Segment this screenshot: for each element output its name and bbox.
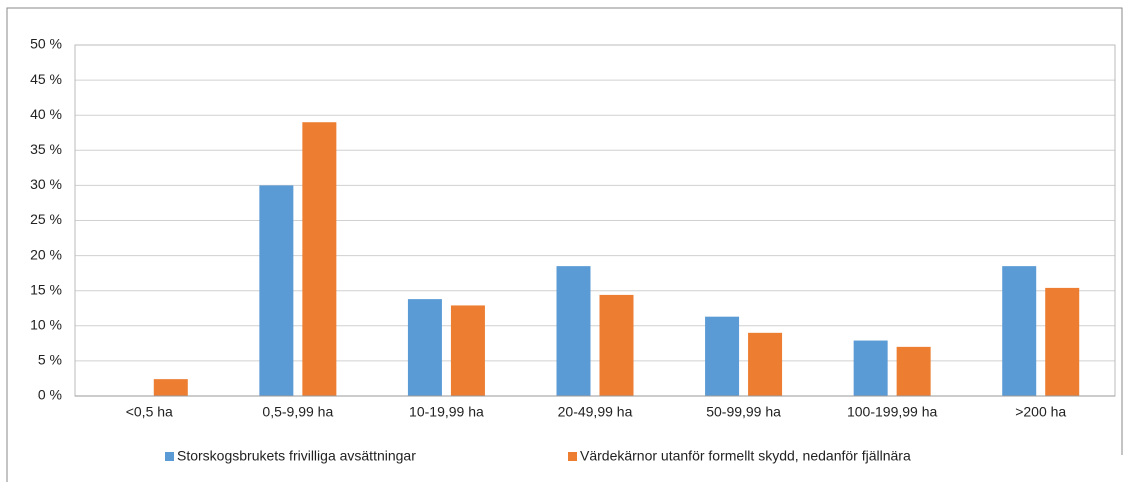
- x-tick-label: 100-199,99 ha: [847, 404, 938, 420]
- y-tick-label: 50 %: [30, 36, 62, 52]
- bar: [853, 340, 888, 396]
- y-tick-label: 10 %: [30, 317, 62, 333]
- bar: [302, 122, 337, 396]
- bar: [450, 305, 485, 396]
- bar: [407, 299, 442, 396]
- x-tick-label: 20-49,99 ha: [558, 404, 633, 420]
- y-tick-label: 35 %: [30, 141, 62, 157]
- y-tick-label: 20 %: [30, 246, 62, 262]
- legend-swatch: [568, 452, 577, 461]
- y-tick-label: 30 %: [30, 176, 62, 192]
- chart-frame: [6, 7, 1123, 482]
- x-tick-label: >200 ha: [1015, 404, 1066, 420]
- bar: [748, 332, 783, 396]
- y-tick-label: 5 %: [38, 352, 62, 368]
- bar: [1002, 266, 1037, 396]
- y-tick-label: 45 %: [30, 71, 62, 87]
- bar: [153, 379, 188, 396]
- bar: [705, 316, 740, 396]
- legend-swatch: [165, 452, 174, 461]
- y-tick-label: 25 %: [30, 211, 62, 227]
- y-tick-label: 15 %: [30, 281, 62, 297]
- y-tick-label: 40 %: [30, 106, 62, 122]
- bar: [896, 346, 931, 396]
- bar: [556, 266, 591, 396]
- legend-label: Värdekärnor utanför formellt skydd, neda…: [580, 448, 911, 464]
- x-tick-label: <0,5 ha: [126, 404, 173, 420]
- x-tick-label: 10-19,99 ha: [409, 404, 484, 420]
- x-tick-label: 50-99,99 ha: [706, 404, 781, 420]
- y-tick-label: 0 %: [38, 387, 62, 403]
- bar: [599, 294, 634, 396]
- bar: [1045, 287, 1080, 396]
- x-tick-label: 0,5-9,99 ha: [262, 404, 333, 420]
- bar: [259, 185, 294, 396]
- legend-label: Storskogsbrukets frivilliga avsättningar: [177, 448, 416, 464]
